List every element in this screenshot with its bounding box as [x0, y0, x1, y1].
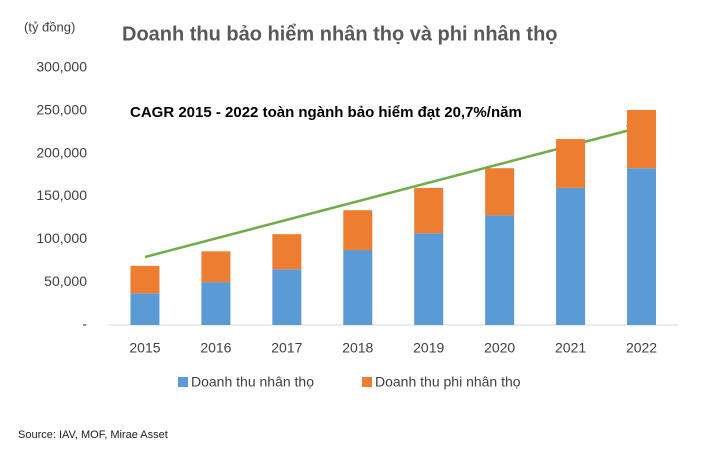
source: Source: IAV, MOF, Mirae Asset [18, 429, 168, 441]
y-tick-label: 250,000 [36, 102, 87, 118]
bar-segment [201, 282, 231, 325]
x-tick-label: 2022 [626, 340, 657, 356]
trend-arrow [144, 128, 631, 259]
bar-segment [556, 187, 586, 325]
legend-swatch [362, 377, 372, 387]
x-tick-label: 2019 [413, 340, 444, 356]
bar-segment [201, 251, 231, 283]
bar-segment [343, 250, 373, 325]
legend-label: Doanh thu phi nhân thọ [375, 374, 521, 390]
annotation: CAGR 2015 - 2022 toàn ngành bảo hiểm đạt… [130, 104, 522, 121]
unit-label: (tỷ đồng) [24, 19, 75, 34]
x-tick-label: 2018 [342, 340, 373, 356]
bar-segment [414, 233, 444, 325]
bar-segment [556, 139, 586, 188]
y-tick-label: - [82, 316, 87, 332]
x-tick-label: 2016 [200, 340, 231, 356]
y-tick-label: 50,000 [44, 273, 87, 289]
bar-segment [272, 234, 302, 270]
bar-segment [627, 109, 657, 169]
bar-segment [130, 265, 160, 294]
x-tick-label: 2021 [555, 340, 586, 356]
bar-segment [272, 269, 302, 325]
y-tick-label: 300,000 [36, 59, 87, 75]
bar-segment [414, 187, 444, 234]
x-tick-label: 2017 [271, 340, 302, 356]
bar-segment [130, 293, 160, 325]
y-tick-label: 150,000 [36, 187, 87, 203]
legend-label: Doanh thu nhân thọ [191, 374, 314, 390]
legend-swatch [178, 377, 188, 387]
bar-segment [485, 215, 515, 325]
bar-segment [627, 168, 657, 325]
y-tick-label: 100,000 [36, 230, 87, 246]
x-tick-label: 2015 [129, 340, 160, 356]
x-tick-label: 2020 [484, 340, 515, 356]
chart-title: Doanh thu bảo hiểm nhân thọ và phi nhân … [122, 23, 558, 45]
y-tick-label: 200,000 [36, 144, 87, 160]
bar-segment [485, 168, 515, 216]
bar-segment [343, 210, 373, 251]
